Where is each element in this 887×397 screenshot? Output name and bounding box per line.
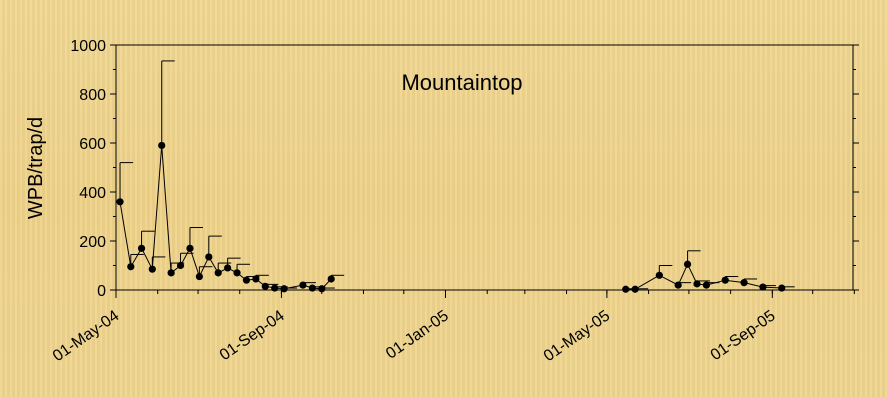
- y-tick-label: 400: [79, 185, 106, 202]
- data-marker: [137, 244, 146, 252]
- data-marker: [116, 198, 124, 206]
- data-marker: [252, 275, 260, 283]
- data-point: [233, 263, 251, 277]
- data-marker: [327, 275, 335, 283]
- data-marker: [740, 279, 748, 287]
- data-point: [137, 230, 155, 252]
- data-point: [674, 281, 692, 289]
- y-tick-label: 0: [97, 283, 106, 300]
- data-marker: [693, 280, 701, 288]
- data-point: [205, 235, 222, 261]
- data-point: [214, 262, 232, 277]
- data-point: [702, 281, 720, 289]
- y-tick-label: 1000: [70, 38, 106, 55]
- series-line: [119, 145, 332, 290]
- data-point: [721, 276, 739, 284]
- x-tick-label: 01-May-05: [541, 307, 613, 365]
- data-point: [176, 252, 194, 270]
- data-marker: [299, 281, 307, 289]
- data-point: [683, 250, 701, 268]
- y-tick-label: 200: [79, 234, 106, 251]
- data-point: [299, 281, 316, 289]
- data-point: [778, 284, 795, 292]
- data-point: [759, 283, 776, 291]
- data-marker: [186, 244, 194, 252]
- data-marker: [622, 285, 630, 293]
- data-marker: [721, 276, 729, 284]
- data-marker: [308, 284, 316, 292]
- data-marker: [674, 281, 682, 289]
- x-tick-label: 01-Sep-04: [217, 307, 288, 364]
- data-point: [327, 274, 345, 283]
- data-point: [158, 60, 175, 150]
- data-point: [318, 285, 335, 293]
- data-marker: [127, 263, 135, 271]
- data-marker: [280, 285, 288, 293]
- data-marker: [318, 285, 326, 293]
- data-marker: [167, 269, 175, 277]
- data-marker: [195, 272, 203, 281]
- data-marker: [683, 260, 692, 268]
- data-point: [655, 265, 673, 279]
- data-point: [224, 257, 241, 272]
- data-marker: [759, 283, 767, 291]
- y-tick-label: 800: [79, 87, 106, 104]
- y-tick-label: 600: [79, 136, 106, 153]
- data-point: [740, 278, 758, 287]
- data-point: [148, 256, 166, 273]
- data-marker: [148, 265, 156, 273]
- data-point: [127, 253, 144, 271]
- data-marker: [224, 264, 232, 272]
- data-marker: [778, 284, 786, 292]
- data-point: [195, 266, 213, 281]
- data-marker: [271, 284, 279, 292]
- data-marker: [261, 282, 269, 290]
- data-marker: [214, 269, 222, 277]
- data-marker: [242, 276, 251, 284]
- data-point: [631, 285, 649, 293]
- data-point: [280, 285, 298, 293]
- data-point: [693, 280, 710, 288]
- data-marker: [176, 261, 185, 270]
- x-tick-label: 01-May-04: [50, 307, 122, 365]
- chart-title: Mountaintop: [401, 70, 522, 95]
- data-series: [116, 60, 795, 293]
- data-point: [167, 262, 185, 277]
- data-marker: [655, 271, 663, 279]
- x-tick-label: 01-Jan-05: [383, 307, 452, 362]
- data-point: [252, 274, 269, 283]
- data-marker: [631, 285, 639, 293]
- data-marker: [205, 253, 213, 261]
- data-point: [186, 227, 203, 252]
- y-axis-title: WPB/trap/d: [25, 117, 47, 219]
- data-point: [116, 162, 134, 206]
- x-tick-label: 01-Sep-05: [708, 307, 779, 364]
- data-marker: [233, 269, 241, 277]
- data-point: [261, 282, 279, 290]
- data-marker: [702, 281, 711, 289]
- data-marker: [158, 141, 166, 150]
